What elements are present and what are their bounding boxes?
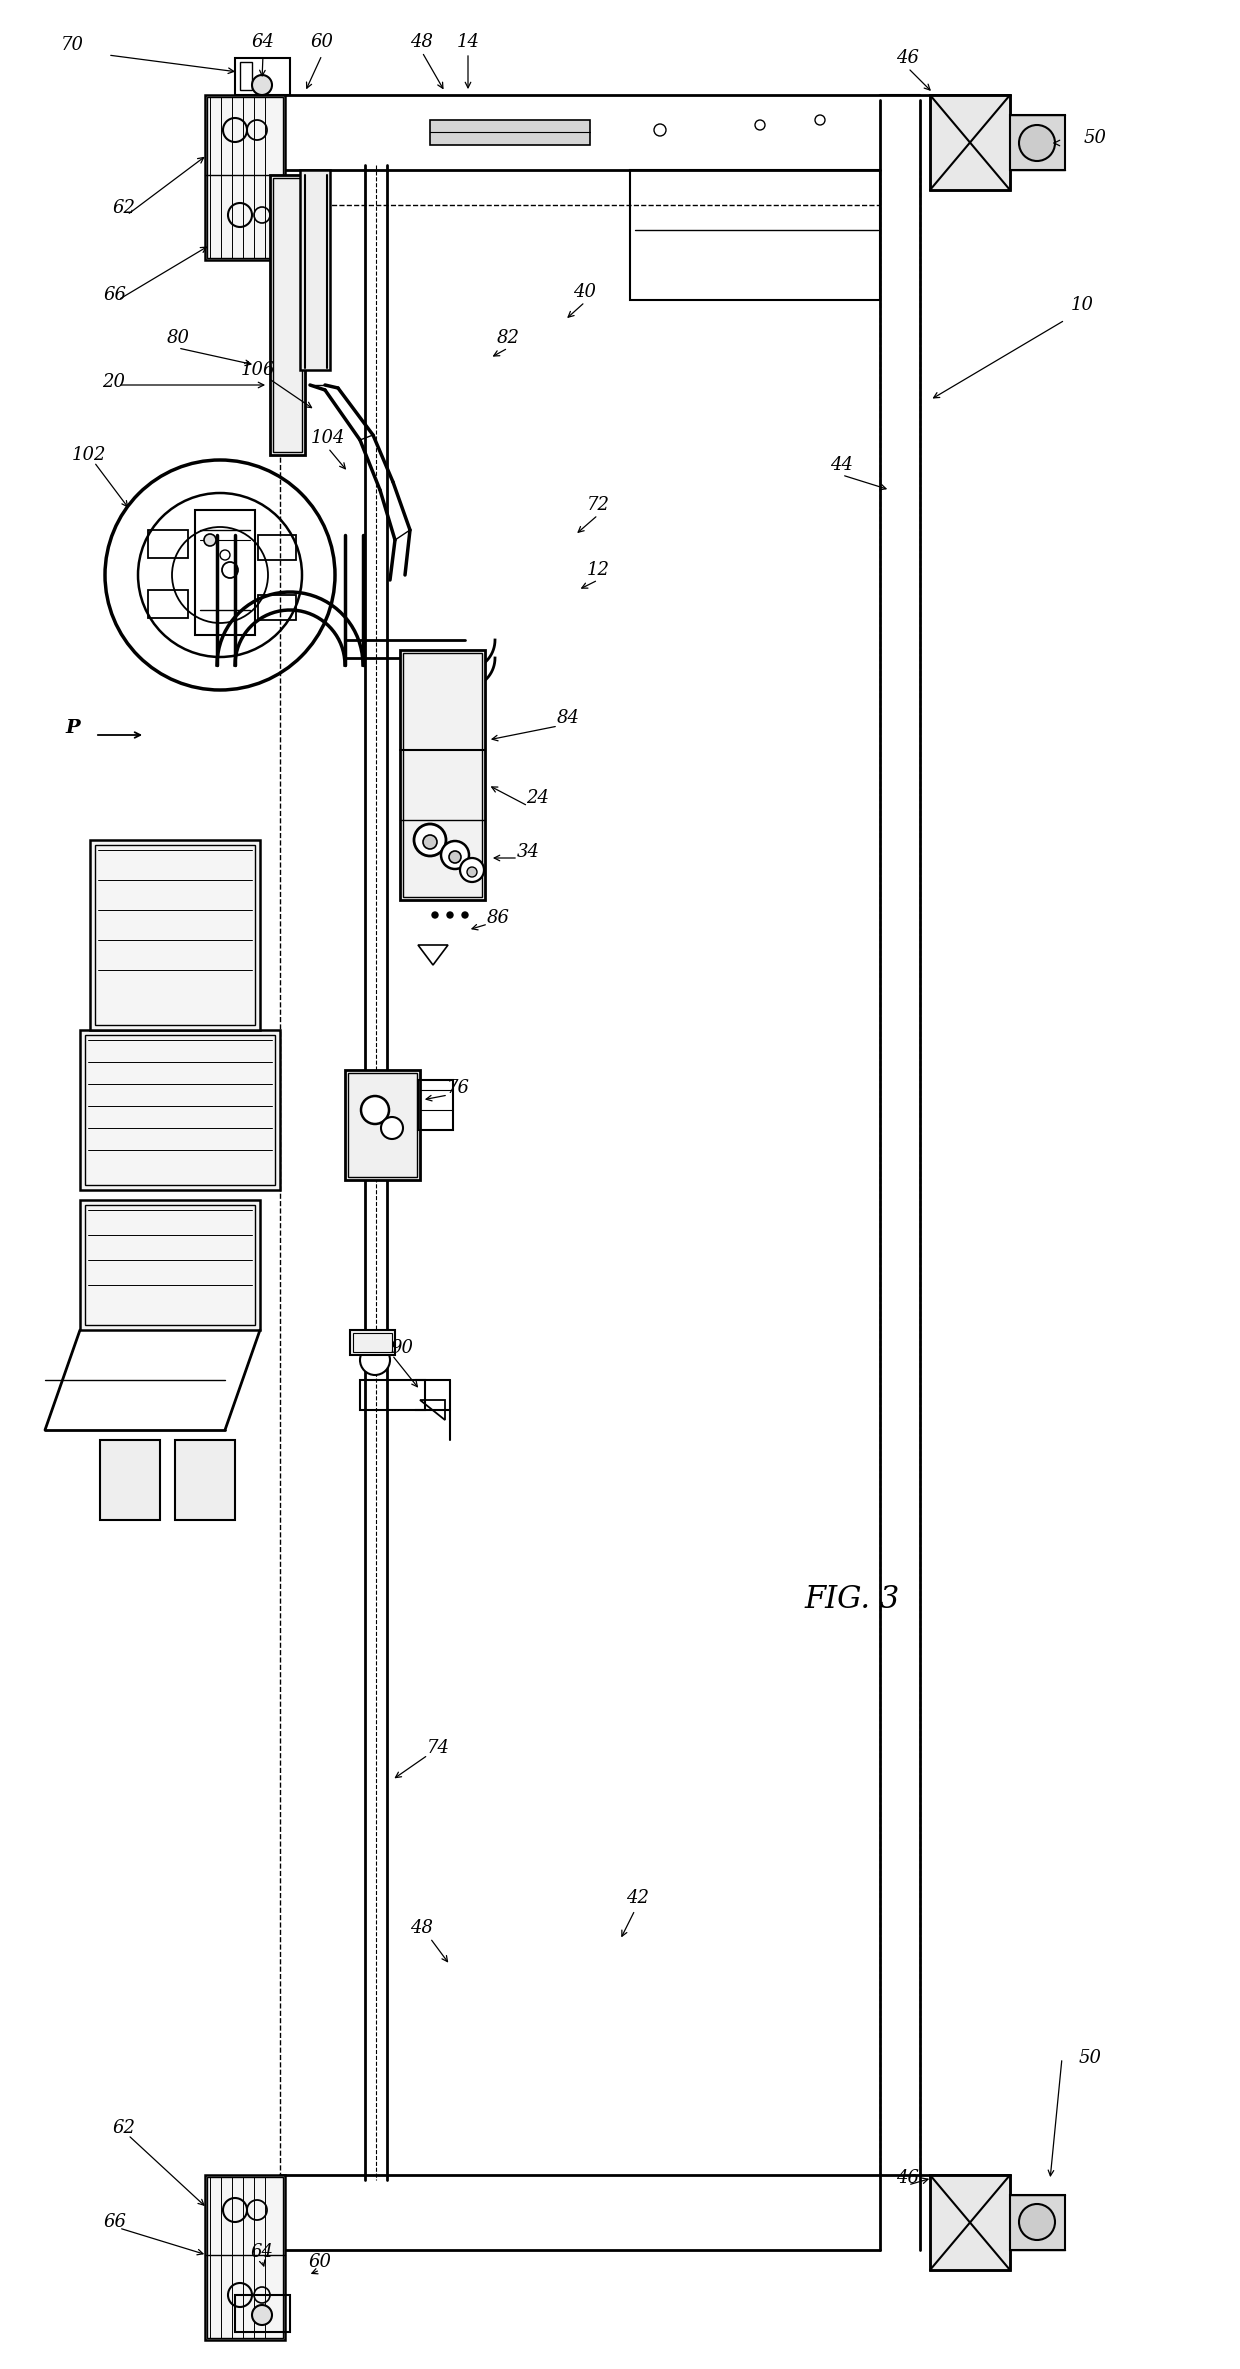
Circle shape bbox=[252, 2305, 272, 2324]
Text: 82: 82 bbox=[496, 329, 520, 346]
Circle shape bbox=[360, 1346, 391, 1374]
Bar bbox=[353, 1334, 392, 1353]
Bar bbox=[236, 57, 290, 95]
Text: 62: 62 bbox=[112, 2118, 135, 2137]
Circle shape bbox=[414, 824, 446, 855]
Text: 62: 62 bbox=[112, 199, 135, 218]
Text: 24: 24 bbox=[527, 789, 549, 808]
Bar bbox=[100, 1440, 160, 1521]
Text: 48: 48 bbox=[410, 1919, 434, 1938]
Text: 20: 20 bbox=[102, 372, 125, 391]
Text: 80: 80 bbox=[166, 329, 190, 346]
Bar bbox=[930, 95, 1011, 190]
Bar bbox=[148, 590, 188, 618]
Text: 64: 64 bbox=[252, 33, 274, 52]
Bar bbox=[430, 121, 590, 145]
Text: 66: 66 bbox=[103, 287, 126, 303]
Circle shape bbox=[446, 912, 453, 919]
Text: 90: 90 bbox=[391, 1338, 413, 1357]
Circle shape bbox=[423, 834, 436, 848]
Bar bbox=[401, 649, 485, 900]
Circle shape bbox=[1019, 2203, 1055, 2241]
Circle shape bbox=[467, 867, 477, 877]
Bar bbox=[630, 171, 880, 301]
Text: 46: 46 bbox=[897, 2170, 920, 2187]
Bar bbox=[1011, 2196, 1065, 2251]
Bar bbox=[207, 2177, 283, 2338]
Bar bbox=[273, 178, 303, 452]
Circle shape bbox=[463, 912, 467, 919]
Circle shape bbox=[1019, 126, 1055, 161]
Bar bbox=[91, 841, 260, 1031]
Circle shape bbox=[252, 76, 272, 95]
Text: 74: 74 bbox=[427, 1739, 449, 1758]
Bar bbox=[403, 654, 482, 898]
Bar bbox=[95, 846, 255, 1026]
Bar bbox=[148, 531, 188, 559]
Bar bbox=[350, 1329, 396, 1355]
Bar bbox=[86, 1206, 255, 1324]
Bar bbox=[418, 1080, 453, 1130]
Bar bbox=[195, 509, 255, 635]
Circle shape bbox=[432, 912, 438, 919]
Text: 46: 46 bbox=[897, 50, 920, 66]
Text: 40: 40 bbox=[573, 282, 596, 301]
Text: 50: 50 bbox=[1079, 2049, 1101, 2068]
Text: 102: 102 bbox=[72, 445, 107, 464]
Circle shape bbox=[449, 850, 461, 862]
Text: 34: 34 bbox=[517, 843, 539, 860]
Text: 10: 10 bbox=[1070, 296, 1094, 315]
Text: 66: 66 bbox=[103, 2213, 126, 2232]
Text: 72: 72 bbox=[587, 495, 610, 514]
Bar bbox=[86, 1035, 275, 1184]
Bar bbox=[930, 2175, 1011, 2270]
Text: 60: 60 bbox=[310, 33, 334, 52]
Bar bbox=[348, 1073, 417, 1177]
Text: 70: 70 bbox=[61, 36, 84, 54]
Text: 84: 84 bbox=[557, 708, 579, 727]
Bar bbox=[205, 95, 285, 261]
Circle shape bbox=[205, 533, 216, 545]
Bar bbox=[345, 1071, 420, 1180]
Bar bbox=[930, 2175, 1011, 2270]
Bar bbox=[236, 2296, 290, 2331]
Bar bbox=[258, 595, 296, 621]
Bar bbox=[1011, 116, 1065, 171]
Text: FIG. 3: FIG. 3 bbox=[805, 1585, 900, 1616]
Bar bbox=[241, 62, 252, 90]
Text: P: P bbox=[64, 720, 79, 737]
Text: 76: 76 bbox=[446, 1078, 470, 1097]
Bar bbox=[175, 1440, 236, 1521]
Bar bbox=[930, 95, 1011, 190]
Text: 50: 50 bbox=[1084, 128, 1106, 147]
Text: 106: 106 bbox=[241, 360, 275, 379]
Text: 14: 14 bbox=[456, 33, 480, 52]
Bar bbox=[81, 1031, 280, 1189]
Text: 48: 48 bbox=[410, 33, 434, 52]
Bar bbox=[258, 535, 296, 559]
Text: 86: 86 bbox=[486, 910, 510, 926]
Bar bbox=[300, 171, 330, 370]
Text: 104: 104 bbox=[311, 429, 345, 448]
Text: 64: 64 bbox=[250, 2243, 274, 2260]
Circle shape bbox=[441, 841, 469, 869]
Circle shape bbox=[381, 1118, 403, 1139]
Bar bbox=[360, 1381, 425, 1410]
Text: 12: 12 bbox=[587, 561, 610, 578]
Bar bbox=[205, 2175, 285, 2341]
Text: 44: 44 bbox=[831, 455, 853, 474]
Circle shape bbox=[361, 1097, 389, 1123]
Text: 42: 42 bbox=[626, 1888, 650, 1907]
Bar bbox=[207, 97, 283, 258]
Polygon shape bbox=[418, 945, 448, 964]
Polygon shape bbox=[420, 1400, 445, 1419]
Bar bbox=[81, 1201, 260, 1329]
Text: 60: 60 bbox=[309, 2253, 331, 2272]
Bar bbox=[270, 175, 305, 455]
Circle shape bbox=[460, 858, 484, 881]
